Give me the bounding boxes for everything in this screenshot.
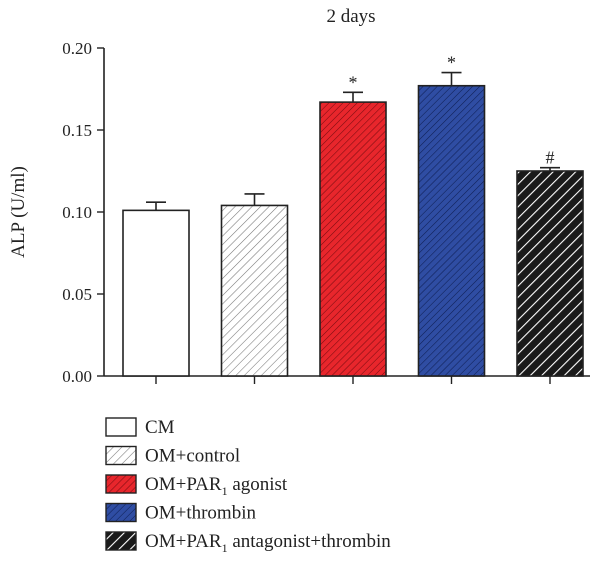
significance-marker: # bbox=[546, 148, 555, 168]
legend: CM OM+control OM+PAR1 agonist OM+thrombin OM… bbox=[105, 417, 391, 555]
y-tick-label: 0.05 bbox=[62, 285, 92, 304]
legend-swatch bbox=[105, 474, 137, 494]
y-tick-label: 0.15 bbox=[62, 121, 92, 140]
y-tick-label: 0.20 bbox=[62, 39, 92, 58]
bar bbox=[417, 84, 486, 377]
legend-swatch bbox=[105, 531, 137, 551]
chart-title: 2 days bbox=[326, 6, 375, 27]
legend-label: OM+PAR1 antagonist+thrombin bbox=[145, 531, 391, 555]
legend-label: CM bbox=[145, 417, 175, 438]
bars: * * # bbox=[122, 53, 584, 377]
legend-swatch bbox=[105, 445, 137, 466]
bar bbox=[319, 101, 387, 377]
y-tick-label: 0.00 bbox=[62, 367, 92, 386]
y-tick-label: 0.10 bbox=[62, 203, 92, 222]
significance-marker: * bbox=[349, 72, 358, 92]
significance-marker: * bbox=[447, 53, 456, 73]
bar bbox=[220, 204, 289, 377]
y-axis-label: ALP (U/ml) bbox=[8, 166, 29, 258]
bar bbox=[122, 209, 190, 377]
legend-label: OM+thrombin bbox=[145, 503, 256, 524]
legend-label: OM+PAR1 agonist bbox=[145, 474, 288, 498]
legend-label: OM+control bbox=[145, 446, 240, 467]
legend-swatch bbox=[105, 502, 137, 523]
bar bbox=[516, 170, 584, 377]
legend-swatch bbox=[105, 417, 137, 437]
